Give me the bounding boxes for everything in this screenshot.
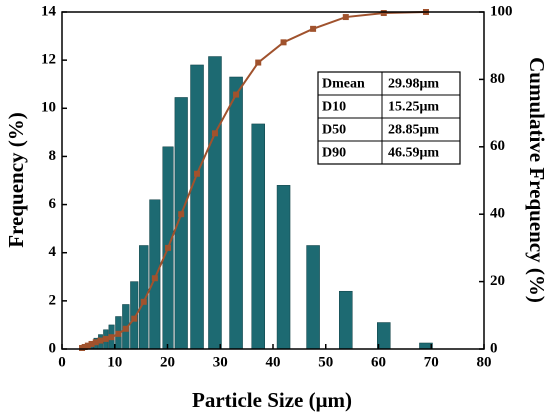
y-tick-label: 8 [49,148,57,164]
cumulative-marker [88,340,95,347]
bar [306,245,320,350]
y-tick-label: 12 [41,52,56,68]
cumulative-marker [380,10,387,17]
x-tick-label: 70 [424,354,439,370]
cumulative-marker [97,337,104,344]
y-tick-label: 0 [49,340,57,356]
y-axis-label: Frequency (%) [4,112,28,248]
cumulative-marker [81,343,88,350]
y-tick-label: 6 [49,196,57,212]
y-tick-label: 2 [49,292,57,308]
x-tick-label: 80 [477,354,492,370]
y-tick-label: 10 [41,100,56,116]
cumulative-marker [194,170,201,177]
bar [229,76,243,350]
cumulative-marker [165,244,172,251]
y2-tick-label: 100 [490,3,513,19]
x-tick-label: 0 [58,354,66,370]
table-cell: 46.59μm [388,146,439,161]
table-cell: 15.25μm [388,100,439,115]
cumulative-marker [255,59,262,66]
cumulative-marker [102,335,109,342]
table-cell: 28.85μm [388,123,439,138]
cumulative-marker [310,25,317,32]
cumulative-marker [108,334,115,341]
y2-tick-label: 40 [490,206,505,222]
y2-tick-label: 20 [490,273,505,289]
bar [190,64,204,350]
bar [339,290,353,350]
table-cell: 29.98μm [388,77,439,92]
table-cell: D90 [322,146,346,161]
y2-tick-label: 80 [490,71,505,87]
cumulative-marker [140,298,147,305]
cumulative-marker [115,330,122,337]
cumulative-marker [122,325,129,332]
y-tick-label: 14 [41,3,57,19]
cumulative-marker [151,275,158,282]
cumulative-marker [92,339,99,346]
table-cell: Dmean [322,77,365,92]
table-cell: D10 [322,100,346,115]
x-tick-label: 20 [160,354,175,370]
cumulative-marker [84,342,91,349]
cumulative-marker [131,315,138,322]
cumulative-marker [178,211,185,218]
cumulative-marker [233,91,240,98]
y-tick-label: 4 [49,244,57,260]
bar [251,123,265,350]
bar [276,185,291,350]
bar [208,56,222,350]
y2-tick-label: 0 [490,340,498,356]
cumulative-marker [342,14,349,21]
y2-axis-label: Cumulative Frequency (%) [525,57,549,303]
table-cell: D50 [322,123,346,138]
x-tick-label: 50 [318,354,333,370]
y2-tick-label: 60 [490,138,505,154]
x-tick-label: 30 [213,354,228,370]
cumulative-marker [211,130,218,137]
x-axis-label: Particle Size (μm) [192,388,352,412]
x-tick-label: 40 [266,354,281,370]
cumulative-marker [280,39,287,46]
x-tick-label: 10 [107,354,122,370]
bar [149,199,161,350]
x-tick-label: 60 [371,354,386,370]
plot-frame [61,11,485,350]
